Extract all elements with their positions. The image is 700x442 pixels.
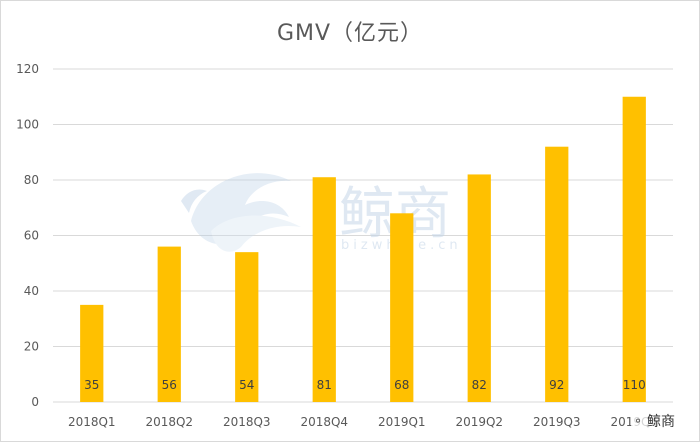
x-tick-label: 2018Q2	[145, 415, 193, 429]
data-labels: 35 56 54 81 68 82 92 110	[84, 378, 646, 392]
y-tick-label: 80	[24, 173, 39, 187]
data-label: 110	[623, 378, 646, 392]
x-axis-ticks: 2018Q1 2018Q2 2018Q3 2018Q4 2019Q1 2019Q2 2019…	[68, 415, 658, 429]
data-label: 81	[317, 378, 332, 392]
bar	[157, 246, 181, 402]
y-tick-label: 20	[24, 340, 39, 354]
x-tick-label: 2019Q2	[455, 415, 503, 429]
data-label: 92	[549, 378, 564, 392]
corner-badge: ⚬ 鲸商	[630, 411, 677, 431]
y-tick-label: 100	[16, 118, 39, 132]
data-label: 68	[394, 378, 409, 392]
x-tick-label: 2018Q1	[68, 415, 116, 429]
y-tick-label: 60	[24, 229, 39, 243]
x-tick-label: 2019Q1	[378, 415, 426, 429]
gridlines	[53, 68, 673, 403]
bar	[622, 96, 646, 402]
bar	[467, 174, 491, 402]
bars	[80, 96, 646, 402]
bar	[235, 252, 259, 402]
x-tick-label: 2019Q3	[533, 415, 581, 429]
y-axis-ticks: 0 20 40 60 80 100 120	[16, 62, 39, 409]
bar	[80, 304, 104, 402]
bar	[312, 177, 336, 402]
data-label: 35	[84, 378, 99, 392]
x-tick-label: 2018Q4	[300, 415, 348, 429]
wechat-icon: ⚬	[632, 414, 643, 428]
data-label: 56	[162, 378, 177, 392]
y-tick-label: 120	[16, 62, 39, 76]
y-tick-label: 0	[31, 395, 39, 409]
whale-wave-logo	[181, 173, 301, 252]
x-tick-label: 2018Q3	[223, 415, 271, 429]
data-label: 82	[472, 378, 487, 392]
bar	[545, 146, 569, 402]
chart-title: GMV（亿元）	[276, 21, 424, 46]
data-label: 54	[239, 378, 254, 392]
y-tick-label: 40	[24, 284, 39, 298]
bar	[390, 213, 414, 402]
corner-badge-text: 鲸商	[647, 414, 675, 430]
